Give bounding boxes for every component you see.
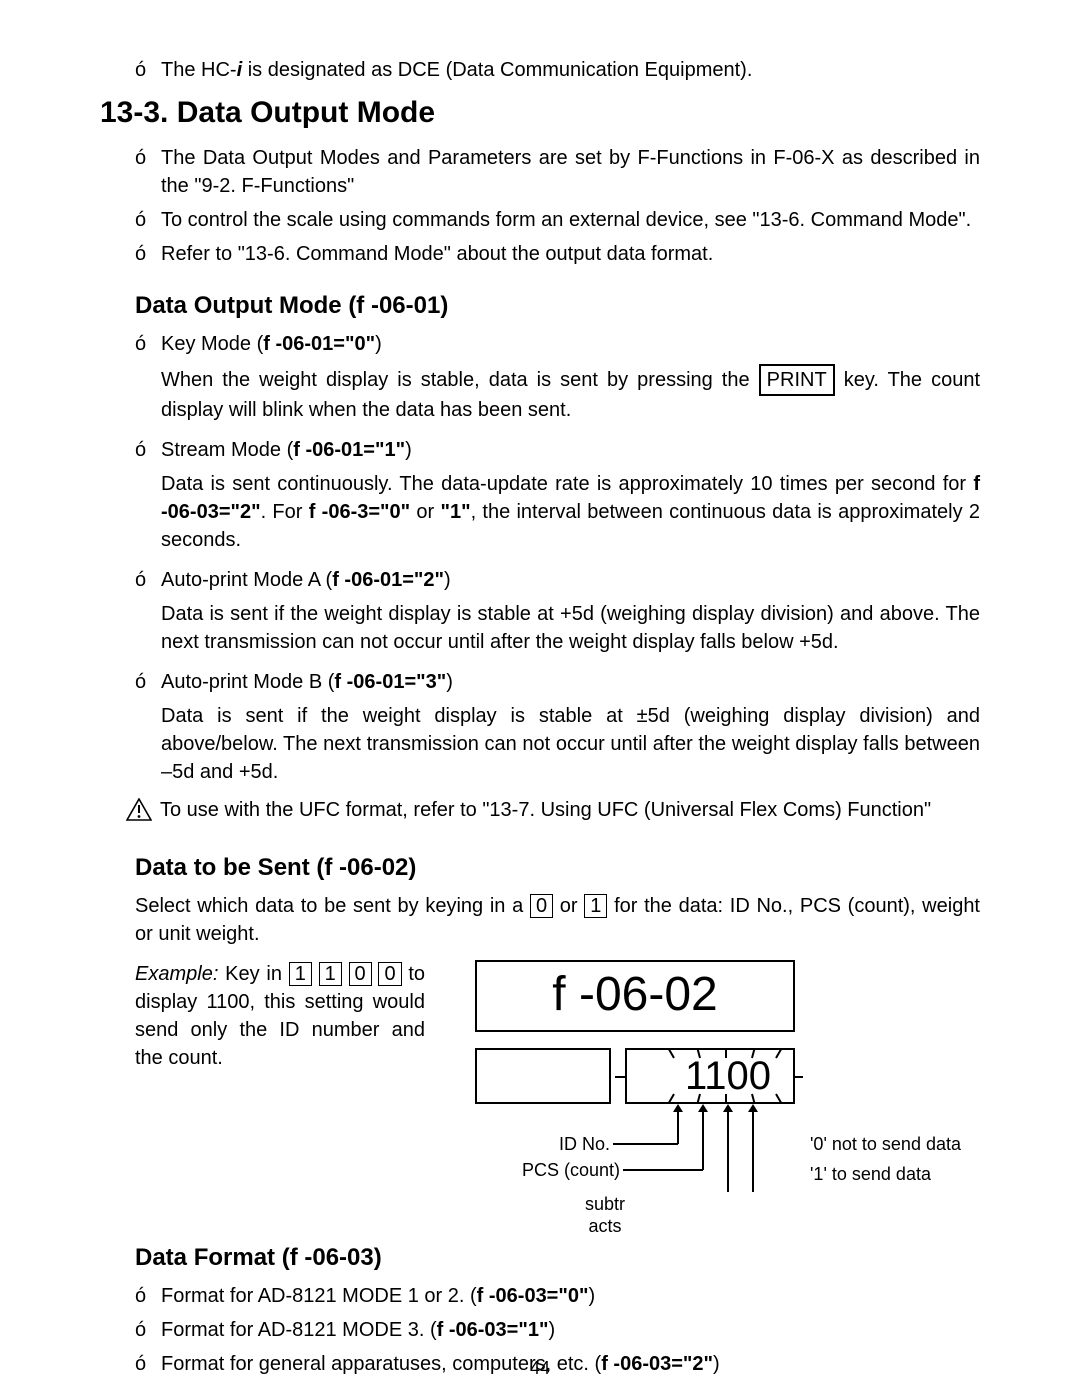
t: When the weight display is stable, data … xyxy=(161,369,759,391)
bullet-mark: ó xyxy=(135,240,161,268)
bullet-text: Key Mode (f -06-01="0") xyxy=(161,330,980,358)
bullet-mark: ó xyxy=(135,56,161,84)
stream-mode-head: ó Stream Mode (f -06-01="1") xyxy=(135,436,980,464)
bullet-mark: ó xyxy=(135,206,161,234)
t: Format for AD-8121 MODE 3. ( xyxy=(161,1319,437,1341)
t: Auto-print Mode B ( xyxy=(161,671,334,693)
t: Key Mode ( xyxy=(161,333,263,355)
t: Example: xyxy=(135,963,218,985)
t: ) xyxy=(548,1319,555,1341)
t: ) xyxy=(405,439,412,461)
example-text: Example: Key in 1 1 0 0 to display 1100,… xyxy=(135,960,425,1220)
bullet-mark: ó xyxy=(135,668,161,696)
intro-bullet: ó The HC-i is designated as DCE (Data Co… xyxy=(135,56,980,84)
t: f -06-3="0" xyxy=(309,501,410,523)
t: acts xyxy=(588,1216,621,1236)
bullet-1: ó The Data Output Modes and Parameters a… xyxy=(135,144,980,200)
autoprint-b-body: Data is sent if the weight display is st… xyxy=(161,702,980,786)
t: . For xyxy=(261,501,309,523)
t: ) xyxy=(446,671,453,693)
t: or xyxy=(410,501,440,523)
t: Data is sent continuously. The data-upda… xyxy=(161,473,973,495)
key-0b: 0 xyxy=(378,962,401,986)
bullet-text: Refer to "13-6. Command Mode" about the … xyxy=(161,240,980,268)
label-to-send: '1' to send data xyxy=(810,1164,931,1186)
bullet-mark: ó xyxy=(135,1282,161,1310)
subhead-output-mode: Data Output Mode (f -06-01) xyxy=(135,292,980,320)
t: Format for AD-8121 MODE 1 or 2. ( xyxy=(161,1285,477,1307)
t: f -06-01="2" xyxy=(332,569,444,591)
key-0a: 0 xyxy=(349,962,372,986)
subhead-data-format: Data Format (f -06-03) xyxy=(135,1244,980,1272)
bullet-text: The HC-i is designated as DCE (Data Comm… xyxy=(161,56,980,84)
bullet-2: ó To control the scale using commands fo… xyxy=(135,206,980,234)
section-title: 13-3. Data Output Mode xyxy=(100,96,980,130)
select-text: Select which data to be sent by keying i… xyxy=(135,892,980,948)
fmt-1: ó Format for AD-8121 MODE 1 or 2. (f -06… xyxy=(135,1282,980,1310)
bullet-mark: ó xyxy=(135,566,161,594)
t: The HC- xyxy=(161,59,237,81)
bullet-mark: ó xyxy=(135,436,161,464)
t: Stream Mode ( xyxy=(161,439,293,461)
warning-text: To use with the UFC format, refer to "13… xyxy=(160,796,980,830)
page-number: 44 xyxy=(0,1358,1080,1379)
t: f -06-03="1" xyxy=(437,1319,549,1341)
fmt-2: ó Format for AD-8121 MODE 3. (f -06-03="… xyxy=(135,1316,980,1344)
t: Auto-print Mode A ( xyxy=(161,569,332,591)
bullet-mark: ó xyxy=(135,330,161,358)
label-subtr: subtracts xyxy=(575,1194,635,1237)
t: "1" xyxy=(440,501,470,523)
bullet-text: Format for AD-8121 MODE 1 or 2. (f -06-0… xyxy=(161,1282,980,1310)
autoprint-b-head: ó Auto-print Mode B (f -06-01="3") xyxy=(135,668,980,696)
bullet-text: Stream Mode (f -06-01="1") xyxy=(161,436,980,464)
key-1b: 1 xyxy=(319,962,342,986)
autoprint-a-body: Data is sent if the weight display is st… xyxy=(161,600,980,656)
key-0: 0 xyxy=(530,894,553,918)
print-key: PRINT xyxy=(759,364,835,396)
label-id: ID No. xyxy=(550,1134,610,1156)
label-pcs: PCS (count) xyxy=(515,1160,620,1182)
subhead-data-sent: Data to be Sent (f -06-02) xyxy=(135,854,980,882)
t: subtr xyxy=(585,1194,625,1214)
t: f -06-01="1" xyxy=(293,439,405,461)
bullet-text: Format for AD-8121 MODE 3. (f -06-03="1"… xyxy=(161,1316,980,1344)
key-1: 1 xyxy=(584,894,607,918)
bullet-text: The Data Output Modes and Parameters are… xyxy=(161,144,980,200)
warning-icon xyxy=(126,796,160,830)
t: or xyxy=(553,895,584,917)
bullet-text: Auto-print Mode A (f -06-01="2") xyxy=(161,566,980,594)
key-1a: 1 xyxy=(289,962,312,986)
t: ) xyxy=(444,569,451,591)
t: f -06-03="0" xyxy=(477,1285,589,1307)
t: is designated as DCE (Data Communication… xyxy=(242,59,752,81)
key-mode-head: ó Key Mode (f -06-01="0") xyxy=(135,330,980,358)
t: Select which data to be sent by keying i… xyxy=(135,895,530,917)
bullet-3: ó Refer to "13-6. Command Mode" about th… xyxy=(135,240,980,268)
example-diagram: f -06-02 1100 xyxy=(445,960,980,1220)
t: Key in xyxy=(218,963,288,985)
t: ) xyxy=(588,1285,595,1307)
t: f -06-01="3" xyxy=(334,671,446,693)
stream-mode-body: Data is sent continuously. The data-upda… xyxy=(161,470,980,554)
t: f -06-01="0" xyxy=(263,333,375,355)
label-not-send: '0' not to send data xyxy=(810,1134,961,1156)
bullet-text: Auto-print Mode B (f -06-01="3") xyxy=(161,668,980,696)
bullet-mark: ó xyxy=(135,144,161,200)
bullet-mark: ó xyxy=(135,1316,161,1344)
key-mode-body: When the weight display is stable, data … xyxy=(161,364,980,424)
warning-row: To use with the UFC format, refer to "13… xyxy=(126,796,980,830)
bullet-text: To control the scale using commands form… xyxy=(161,206,980,234)
example-zone: Example: Key in 1 1 0 0 to display 1100,… xyxy=(135,960,980,1220)
t: ) xyxy=(375,333,382,355)
autoprint-a-head: ó Auto-print Mode A (f -06-01="2") xyxy=(135,566,980,594)
